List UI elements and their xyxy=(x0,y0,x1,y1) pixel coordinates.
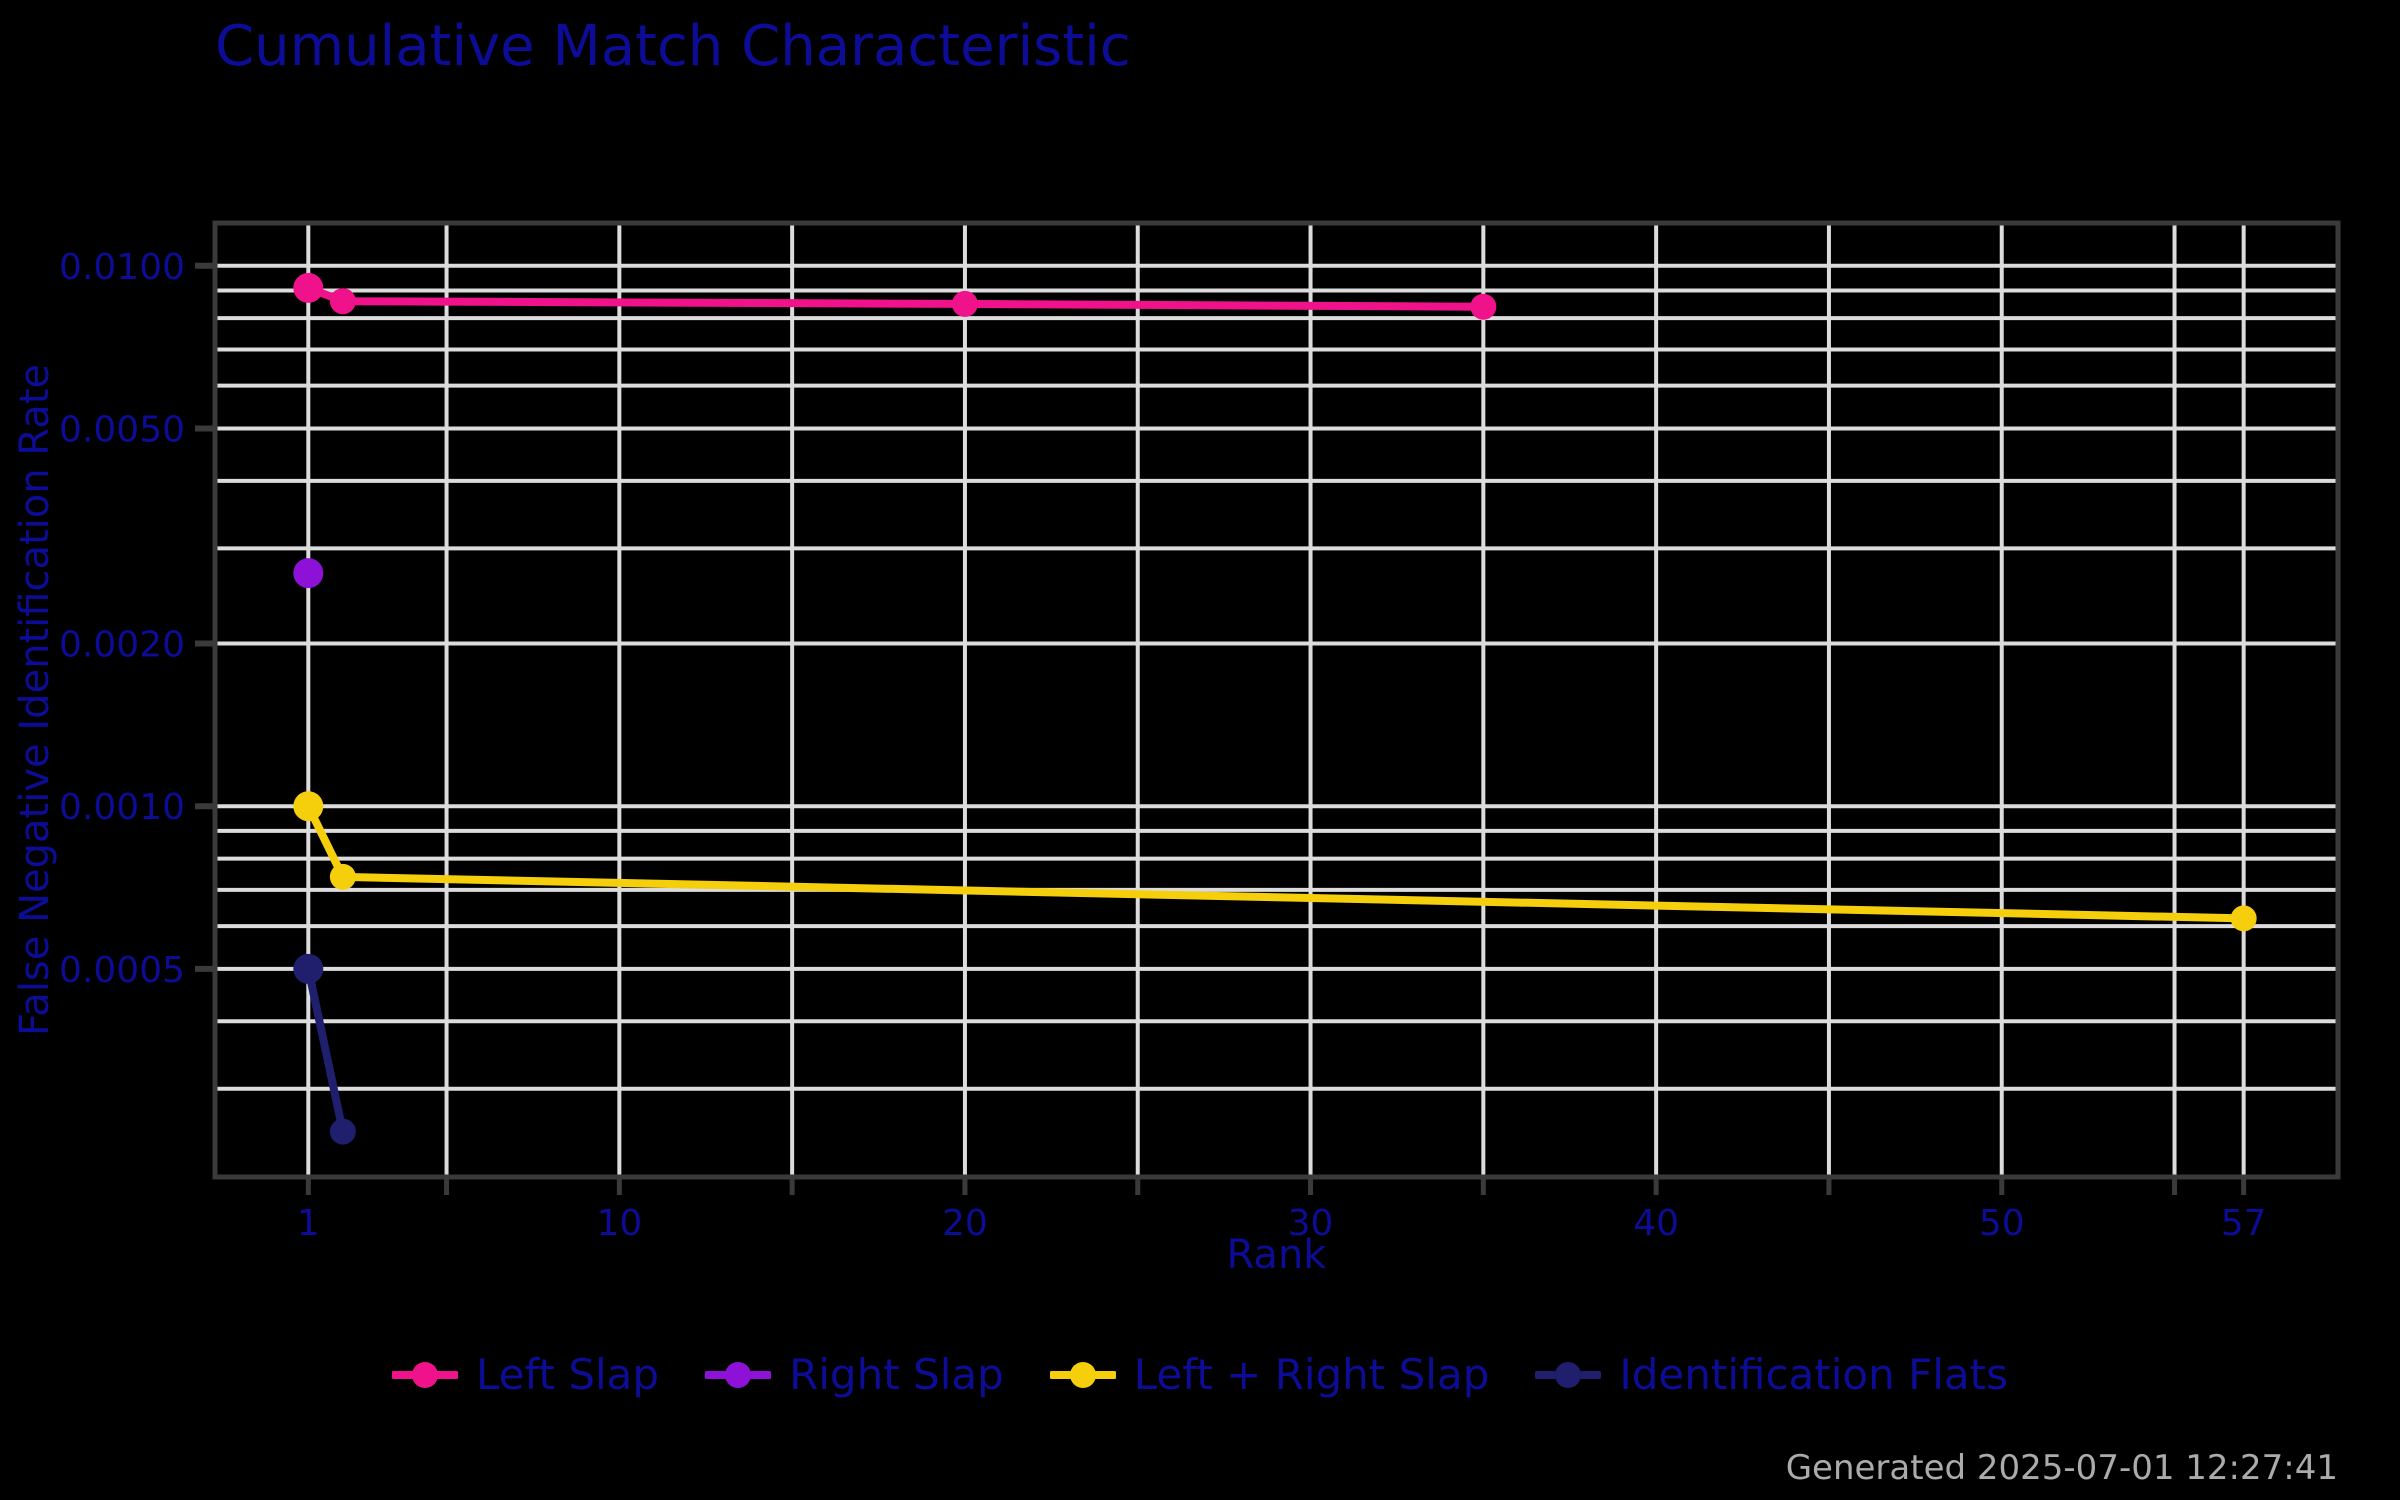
series-marker-left-slap xyxy=(293,272,324,303)
x-tick-label: 50 xyxy=(1979,1203,2025,1244)
legend-label: Right Slap xyxy=(789,1350,1004,1399)
series-marker-identification-flats xyxy=(293,953,324,984)
x-tick-label: 40 xyxy=(1633,1203,1679,1244)
series-marker-left-right-slap xyxy=(293,791,324,822)
generated-timestamp: Generated 2025-07-01 12:27:41 xyxy=(1785,1448,2338,1488)
series-right-slap xyxy=(293,558,324,589)
series-line-identification-flats xyxy=(304,964,347,1136)
y-tick-marks xyxy=(195,262,215,972)
series-left-slap xyxy=(293,272,1497,320)
legend-marker-icon xyxy=(1535,1361,1602,1388)
series-marker-left-right-slap xyxy=(2230,905,2257,932)
x-tick-label: 20 xyxy=(942,1203,988,1244)
legend-marker-icon xyxy=(1049,1361,1116,1388)
series-marker-left-right-slap xyxy=(329,863,356,890)
series-identification-flats xyxy=(293,953,356,1145)
y-tick-label: 0.0005 xyxy=(59,950,185,991)
legend-item-left-right-slap[interactable]: Left + Right Slap xyxy=(1049,1350,1490,1399)
legend-label: Left Slap xyxy=(475,1350,660,1399)
series-marker-left-slap xyxy=(329,288,356,315)
series-left-right-slap xyxy=(293,791,2257,932)
series-marker-left-slap xyxy=(951,290,978,317)
series-line-left-slap xyxy=(304,283,1488,311)
plot-border xyxy=(212,220,2341,1180)
series-marker-identification-flats xyxy=(329,1118,356,1145)
y-tick-label: 0.0020 xyxy=(59,625,185,666)
legend-marker-icon xyxy=(391,1361,458,1388)
x-tick-label: 10 xyxy=(596,1203,642,1244)
y-gridlines xyxy=(215,263,2338,1091)
legend-item-identification-flats[interactable]: Identification Flats xyxy=(1535,1350,2008,1399)
x-tick-label: 30 xyxy=(1288,1203,1334,1244)
x-tick-label: 57 xyxy=(2221,1203,2267,1244)
series-marker-left-slap xyxy=(1470,293,1497,320)
y-tick-label: 0.0100 xyxy=(59,247,185,288)
x-tick-label: 1 xyxy=(297,1203,320,1244)
x-tick-marks xyxy=(305,1177,2247,1195)
series-line-left-right-slap xyxy=(304,802,2248,923)
x-axis-title: Rank xyxy=(1226,1232,1327,1278)
legend-item-left-slap[interactable]: Left Slap xyxy=(391,1350,660,1399)
y-tick-label: 0.0010 xyxy=(59,787,185,828)
legend-label: Identification Flats xyxy=(1619,1350,2009,1399)
y-tick-label: 0.0050 xyxy=(59,409,185,450)
chart-title: Cumulative Match Characteristic xyxy=(215,14,1131,79)
legend-label: Left + Right Slap xyxy=(1133,1350,1490,1399)
legend: Left Slap Right Slap Left + Right Slap Iden… xyxy=(0,1350,2400,1399)
series-marker-right-slap xyxy=(293,558,324,589)
legend-item-right-slap[interactable]: Right Slap xyxy=(705,1350,1004,1399)
y-tick-labels: 0.0100 0.0050 0.0020 0.0010 0.0005 xyxy=(59,247,185,991)
legend-marker-icon xyxy=(705,1361,772,1388)
x-tick-labels: 1 10 20 30 40 50 57 xyxy=(297,1203,2267,1244)
x-gridlines xyxy=(306,223,2246,1177)
